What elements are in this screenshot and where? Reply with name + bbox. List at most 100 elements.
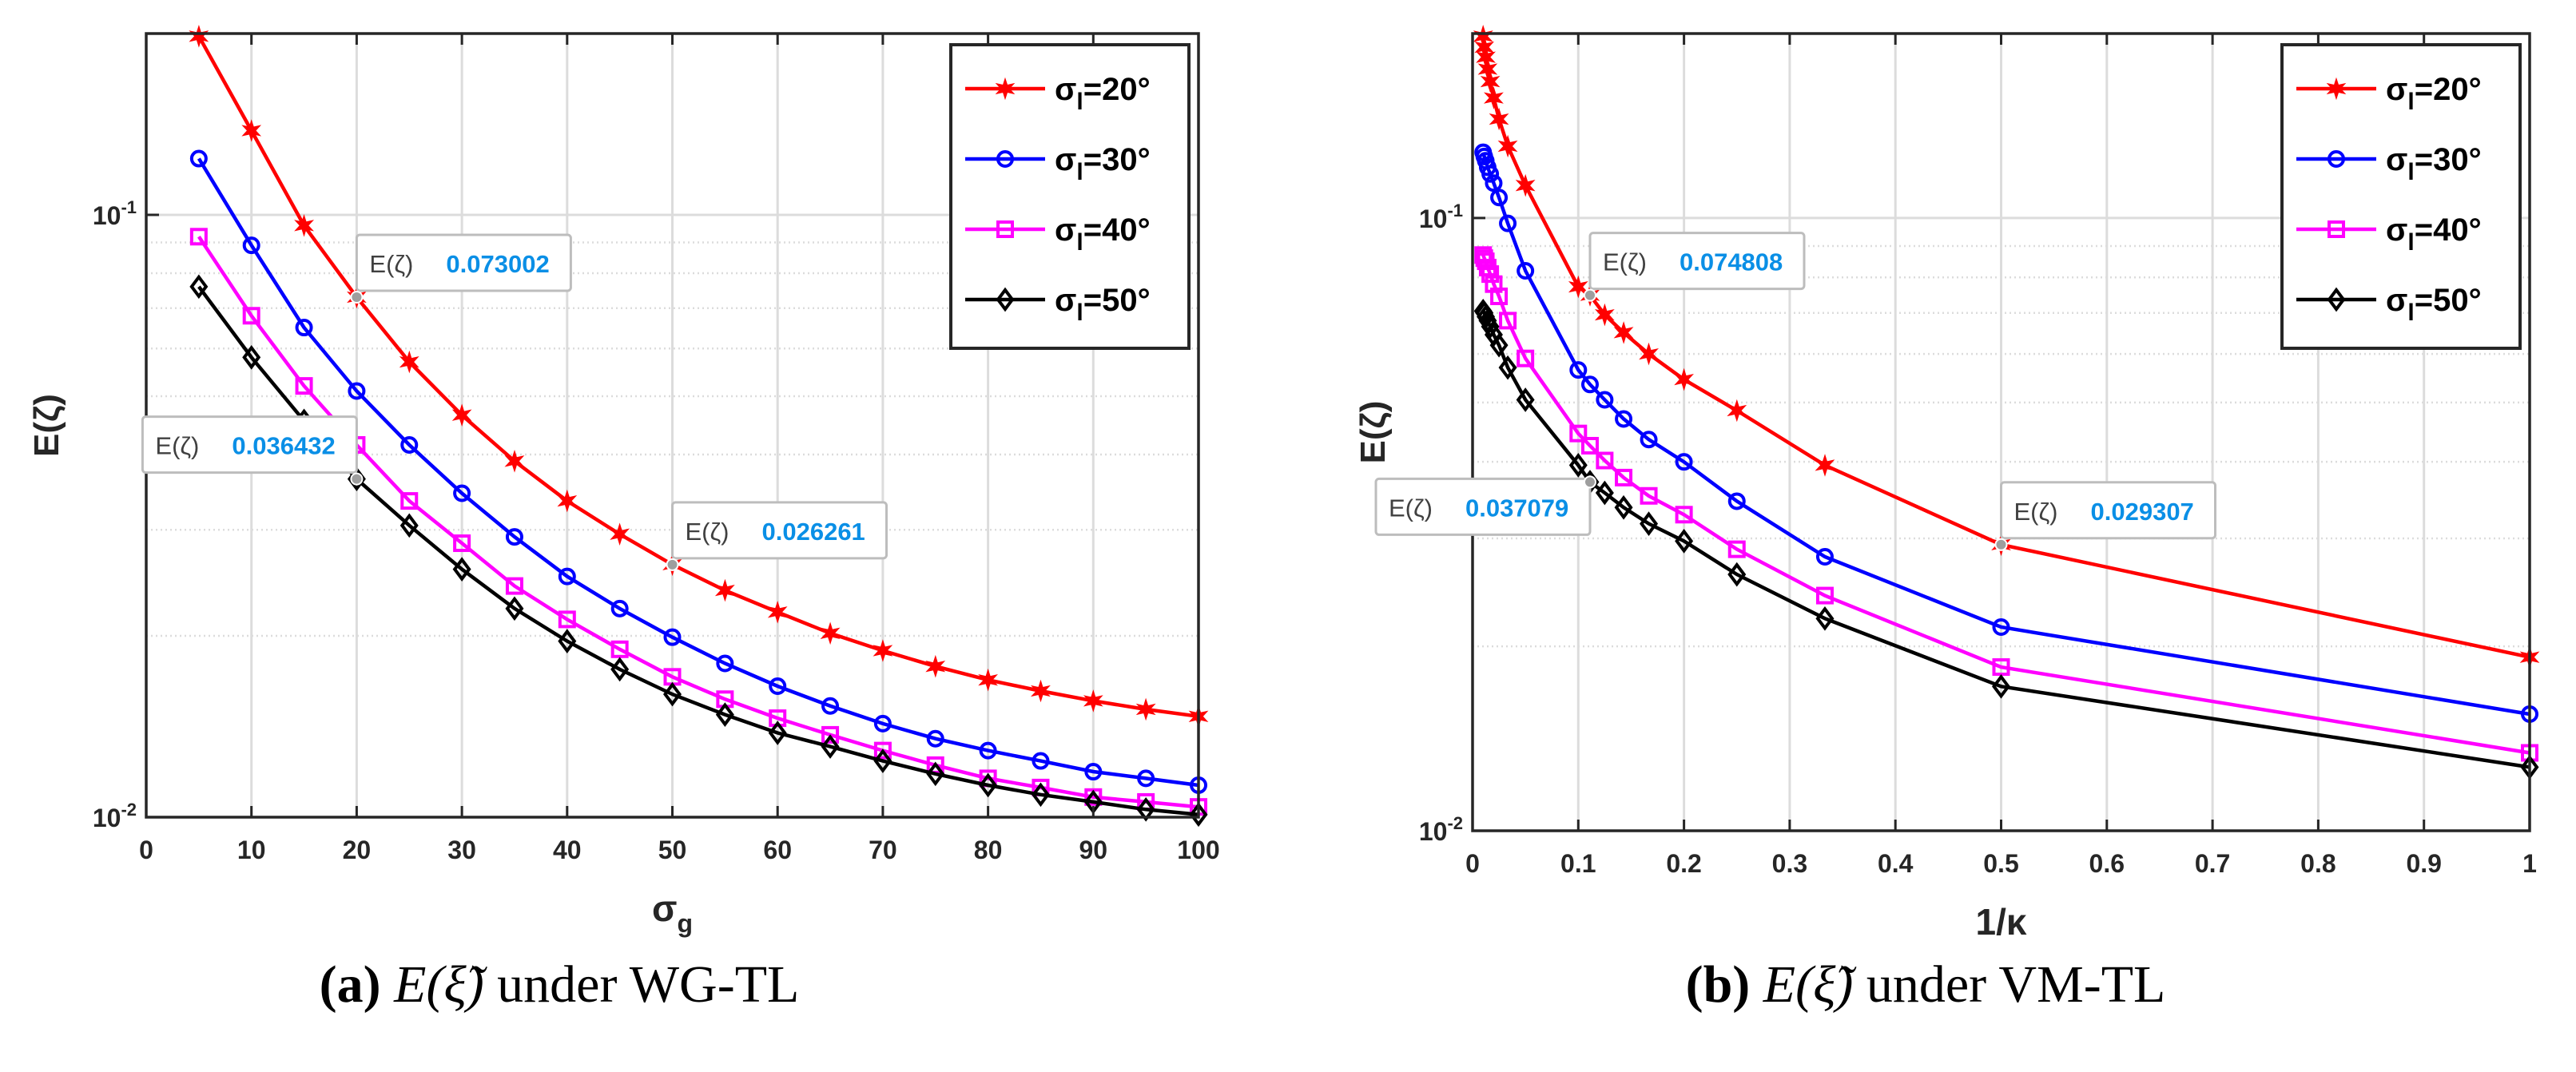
b-data-point [1614,494,1633,520]
caption-b-math: E(ξ̃) [1763,955,1854,1014]
b-datatip-1: E(ζ) 0.074808 [1583,232,1806,302]
b-data-point [1596,391,1614,409]
a-data-point [821,725,840,744]
caption-b-label: (b) [1685,955,1751,1014]
a-legend-marker [996,150,1014,168]
b-data-point [1569,424,1588,443]
b-data-point [1815,547,1834,566]
b-data-point [1595,480,1614,506]
b-legend-marker [2328,220,2345,238]
a-data-point [557,489,578,513]
a-data-point [768,721,787,745]
b-data-point [1815,605,1835,631]
a-datatip-2: E(ζ) 0.036432 [141,415,364,486]
b-data-point [1515,173,1536,197]
b-series-1 [1473,24,2540,669]
b-data-point [1596,451,1614,470]
b-data-point [1569,361,1588,379]
a-datatip-1: E(ζ) 0.073002 [350,233,572,304]
a-data-point [610,522,630,546]
a-data-point [400,492,419,510]
a-data-point [400,435,419,454]
a-datatip-dot [350,472,364,486]
b-legend-label: σl=30° [2386,142,2482,185]
a-data-point [1136,796,1155,822]
a-data-point [453,484,471,502]
b-data-point [1675,506,1693,524]
a-data-point [453,534,471,553]
a-data-point [1084,763,1103,781]
a-data-point [873,748,892,773]
b-series-3 [1474,246,2538,762]
b-legend-label: σl=50° [2386,283,2482,326]
b-series-4 [1473,299,2539,780]
a-data-point [979,741,997,760]
a-legend-label: σl=30° [1055,142,1151,185]
b-data-point [1489,107,1509,131]
b-legend-marker [2328,150,2345,168]
a-datatip-value: 0.073002 [446,250,549,278]
b-data-point [1640,511,1659,536]
b-datatip-dot [1994,538,2008,551]
b-data-point [1497,134,1518,158]
a-datatip-label: E(ζ) [155,432,199,460]
b-data-point [1613,321,1634,344]
a-datatip-dot [666,558,679,571]
a-legend-marker [996,287,1015,312]
b-legend-box [2280,43,2522,350]
a-x-tick-label: 80 [974,836,1003,864]
b-x-tick-label: 0.9 [2406,849,2441,878]
a-y-axis-label: E(ζ) [27,394,66,457]
a-series-line [197,35,1199,719]
a-datatip-label: E(ζ) [686,518,729,546]
a-data-point [399,350,419,374]
b-data-point [1727,562,1747,587]
a-data-point [189,24,209,48]
b-data-point [1727,492,1746,510]
a-legend-label: σl=20° [1055,72,1151,115]
a-data-point [926,761,945,787]
a-data-point [241,119,262,142]
b-data-point [1480,69,1501,93]
b-datatip-3: E(ζ) 0.029307 [1994,481,2216,551]
a-data-point [1031,782,1050,808]
chart-b: 0 0.1 0.2 0.3 0.4 0.5 0.6 0.7 0.8 0.9 1 10-1 10-2 E(ζ… [1354,24,2540,943]
a-legend-marker [995,77,1016,101]
b-data-point [1675,453,1693,471]
a-datatip-label: E(ζ) [369,250,413,278]
b-datatip-value: 0.074808 [1680,248,1783,276]
a-x-tick-label: 30 [447,836,476,864]
a-data-point [451,403,472,427]
a-data-point [925,654,946,678]
b-x-axis-label: 1/κ [1975,901,2026,943]
a-y-tick-label: 10-2 [93,800,137,832]
b-data-point [1615,468,1633,486]
a-x-tick-label: 100 [1177,836,1219,864]
a-data-point [558,610,576,629]
b-datatip-label: E(ζ) [2014,498,2058,526]
caption-a-label: (a) [319,955,381,1014]
b-data-point [1992,673,2010,699]
b-y-tick-label: 10-2 [1419,813,1463,846]
a-data-point [979,772,998,798]
b-data-point [1568,453,1588,478]
a-series-line [197,285,1199,816]
a-series-4 [189,274,1208,828]
b-data-point [1516,387,1535,412]
caption-b-text: under VM-TL [1866,955,2166,1014]
a-x-tick-label: 10 [237,836,266,864]
caption-a: (a) E(ξ̃) under WG-TL [320,955,800,1015]
a-data-point [295,319,313,337]
a-data-point [663,681,682,707]
a-x-tick-label: 50 [658,836,687,864]
a-data-point [767,600,788,624]
a-data-point [716,654,734,673]
a-legend-label: σl=40° [1055,212,1151,256]
a-series-1 [189,24,1209,729]
b-series-2 [1474,143,2538,723]
a-data-point [189,149,208,168]
a-data-point [452,557,471,582]
b-data-point [1485,174,1503,193]
b-datatip-value: 0.029307 [2091,498,2194,526]
a-legend-label: σl=50° [1055,283,1151,326]
